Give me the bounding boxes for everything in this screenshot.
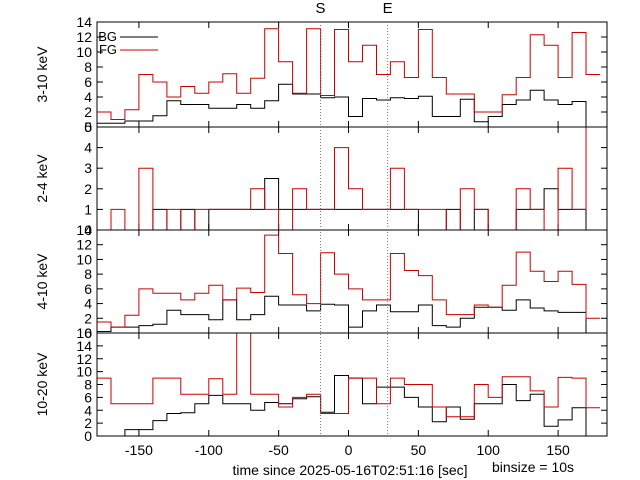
y-tick-label: 2 [84,310,92,326]
legend: BG FG [98,29,158,57]
y-tick-label: 0 [84,119,92,135]
panel-frame [96,126,608,231]
y-tick-label: 5 [84,119,92,135]
x-tick-label: -100 [195,442,223,458]
y-tick-label: 14 [76,222,92,238]
y-tick-label: 4 [84,296,92,312]
y-tick-label: 8 [84,377,92,393]
x-tick-label: 50 [411,442,427,458]
y-tick-label: 10 [76,44,92,60]
panel-frame [96,332,608,437]
binsize-label: binsize = 10s [492,459,574,475]
x-tick-label: -150 [125,442,153,458]
x-tick-label: 150 [546,442,570,458]
y-tick-label: 6 [84,74,92,90]
y-tick-label: 14 [76,338,92,354]
y-axis-label: 10-20 keV [34,352,50,416]
panel-frame [96,229,608,334]
x-tick-label: 0 [345,442,353,458]
y-tick-label: 6 [84,281,92,297]
y-tick-label: 6 [84,389,92,405]
y-axis-label: 3-10 keV [34,46,50,103]
y-tick-label: 12 [76,29,92,45]
legend-bg-label: BG [98,29,117,44]
marker-label-s: S [316,0,326,17]
x-tick-label: 100 [477,442,501,458]
series-bg [97,83,600,127]
x-axis-label: time since 2025-05-16T02:51:16 [sec] [232,462,467,478]
series-fg [97,127,600,230]
y-tick-label: 12 [76,237,92,253]
y-tick-label: 2 [84,415,92,431]
series-fg [97,28,600,120]
y-tick-label: 0 [84,325,92,341]
y-tick-label: 0 [84,428,92,444]
y-tick-label: 0 [84,222,92,238]
y-tick-label: 4 [84,140,92,156]
y-tick-label: 8 [84,266,92,282]
y-axis-label: 4-10 keV [34,253,50,310]
series-fg [97,333,600,418]
x-tick-label: -50 [269,442,289,458]
y-tick-label: 10 [76,251,92,267]
y-tick-label: 2 [84,104,92,120]
y-tick-label: 4 [84,402,92,418]
series-bg [97,295,600,333]
y-tick-label: 8 [84,59,92,75]
marker-label-e: E [383,0,393,17]
y-tick-label: 2 [84,181,92,197]
y-tick-label: 10 [76,364,92,380]
y-tick-label: 12 [76,351,92,367]
y-tick-label: 16 [76,325,92,341]
y-tick-label: 14 [76,14,92,30]
y-tick-label: 4 [84,89,92,105]
series-fg [97,234,600,328]
y-axis-label: 2-4 keV [34,154,50,203]
legend-fg-label: FG [99,42,117,57]
y-tick-label: 3 [84,160,92,176]
y-tick-label: 1 [84,201,92,217]
